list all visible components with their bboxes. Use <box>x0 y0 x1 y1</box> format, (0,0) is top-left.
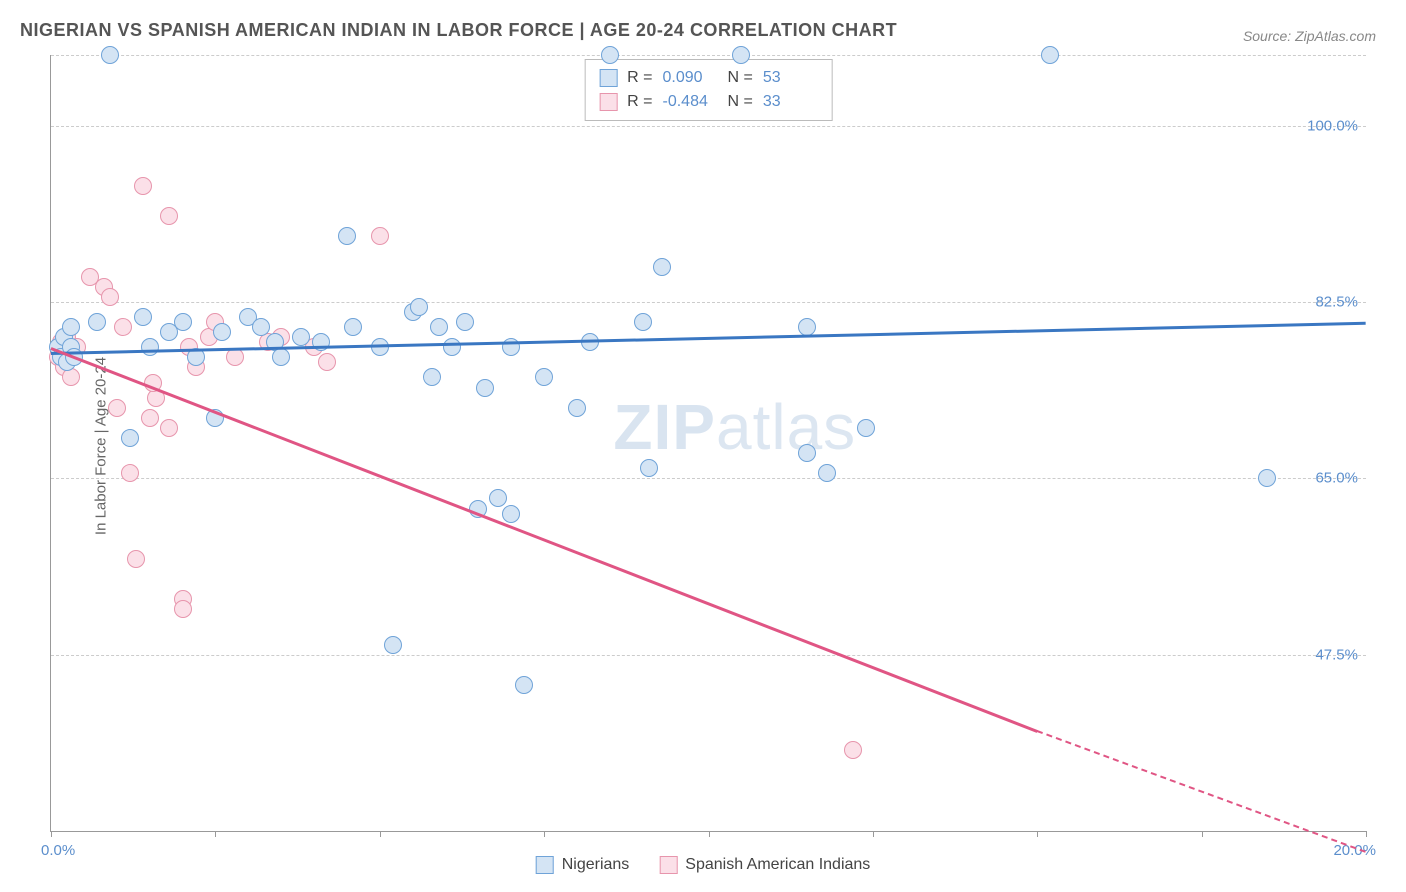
y-tick-label: 100.0% <box>1307 117 1358 134</box>
scatter-point-spanish <box>134 177 152 195</box>
scatter-point-nigerians <box>384 636 402 654</box>
x-tick <box>1366 831 1367 837</box>
scatter-point-nigerians <box>489 489 507 507</box>
scatter-point-spanish <box>114 318 132 336</box>
scatter-point-spanish <box>121 464 139 482</box>
scatter-point-nigerians <box>134 308 152 326</box>
chart-plot-area: ZIPatlas R = 0.090 N = 53 R = -0.484 N =… <box>50 55 1366 832</box>
y-tick-label: 65.0% <box>1315 470 1358 487</box>
y-tick-label: 47.5% <box>1315 646 1358 663</box>
legend-swatch-spanish <box>659 856 677 874</box>
scatter-point-nigerians <box>101 46 119 64</box>
n-value-spanish: 33 <box>763 90 818 114</box>
scatter-point-nigerians <box>141 338 159 356</box>
n-value-nigerians: 53 <box>763 66 818 90</box>
scatter-point-nigerians <box>476 379 494 397</box>
gridline <box>51 655 1366 656</box>
scatter-point-nigerians <box>640 459 658 477</box>
scatter-point-spanish <box>174 600 192 618</box>
scatter-point-nigerians <box>515 676 533 694</box>
scatter-point-nigerians <box>410 298 428 316</box>
source-attribution: Source: ZipAtlas.com <box>1243 28 1376 44</box>
bottom-legend: Nigerians Spanish American Indians <box>536 856 871 874</box>
watermark-thin: atlas <box>716 391 856 463</box>
x-tick <box>709 831 710 837</box>
watermark-bold: ZIP <box>613 391 716 463</box>
x-tick <box>380 831 381 837</box>
n-label: N = <box>728 66 753 90</box>
r-label: R = <box>627 90 652 114</box>
scatter-point-spanish <box>141 409 159 427</box>
scatter-point-spanish <box>108 399 126 417</box>
x-min-label: 0.0% <box>41 842 75 859</box>
scatter-point-nigerians <box>423 368 441 386</box>
scatter-point-nigerians <box>653 258 671 276</box>
r-label: R = <box>627 66 652 90</box>
x-max-label: 20.0% <box>1333 842 1376 859</box>
scatter-point-spanish <box>160 419 178 437</box>
x-tick <box>51 831 52 837</box>
stats-row-spanish: R = -0.484 N = 33 <box>599 90 818 114</box>
gridline <box>51 302 1366 303</box>
scatter-point-nigerians <box>798 318 816 336</box>
legend-swatch-nigerians <box>536 856 554 874</box>
x-tick <box>1202 831 1203 837</box>
scatter-point-spanish <box>101 288 119 306</box>
trend-line <box>50 347 1037 733</box>
scatter-point-spanish <box>844 741 862 759</box>
x-tick <box>544 831 545 837</box>
scatter-point-nigerians <box>798 444 816 462</box>
scatter-point-spanish <box>62 368 80 386</box>
legend-label-spanish: Spanish American Indians <box>685 856 870 874</box>
scatter-point-spanish <box>127 550 145 568</box>
swatch-nigerians <box>599 69 617 87</box>
scatter-point-nigerians <box>568 399 586 417</box>
stats-row-nigerians: R = 0.090 N = 53 <box>599 66 818 90</box>
scatter-point-nigerians <box>502 505 520 523</box>
scatter-point-nigerians <box>732 46 750 64</box>
swatch-spanish <box>599 93 617 111</box>
watermark: ZIPatlas <box>613 390 856 464</box>
scatter-point-nigerians <box>62 318 80 336</box>
x-tick <box>215 831 216 837</box>
scatter-point-nigerians <box>213 323 231 341</box>
scatter-point-nigerians <box>1041 46 1059 64</box>
scatter-point-nigerians <box>857 419 875 437</box>
scatter-point-nigerians <box>430 318 448 336</box>
legend-label-nigerians: Nigerians <box>562 856 630 874</box>
scatter-point-nigerians <box>601 46 619 64</box>
scatter-point-nigerians <box>344 318 362 336</box>
scatter-point-nigerians <box>818 464 836 482</box>
scatter-point-nigerians <box>1258 469 1276 487</box>
scatter-point-nigerians <box>634 313 652 331</box>
gridline <box>51 126 1366 127</box>
legend-item-spanish: Spanish American Indians <box>659 856 870 874</box>
scatter-point-nigerians <box>456 313 474 331</box>
scatter-point-spanish <box>371 227 389 245</box>
gridline <box>51 478 1366 479</box>
gridline <box>51 55 1366 56</box>
n-label: N = <box>728 90 753 114</box>
correlation-stats-box: R = 0.090 N = 53 R = -0.484 N = 33 <box>584 59 833 121</box>
r-value-nigerians: 0.090 <box>663 66 718 90</box>
scatter-point-spanish <box>160 207 178 225</box>
scatter-point-nigerians <box>338 227 356 245</box>
legend-item-nigerians: Nigerians <box>536 856 630 874</box>
scatter-point-nigerians <box>535 368 553 386</box>
scatter-point-nigerians <box>252 318 270 336</box>
scatter-point-nigerians <box>88 313 106 331</box>
chart-title: NIGERIAN VS SPANISH AMERICAN INDIAN IN L… <box>20 20 897 41</box>
x-tick <box>873 831 874 837</box>
scatter-point-nigerians <box>443 338 461 356</box>
scatter-point-spanish <box>226 348 244 366</box>
trend-line <box>51 322 1366 355</box>
y-tick-label: 82.5% <box>1315 293 1358 310</box>
r-value-spanish: -0.484 <box>663 90 718 114</box>
scatter-point-spanish <box>318 353 336 371</box>
x-tick <box>1037 831 1038 837</box>
scatter-point-nigerians <box>174 313 192 331</box>
scatter-point-nigerians <box>272 348 290 366</box>
scatter-point-nigerians <box>121 429 139 447</box>
scatter-point-nigerians <box>292 328 310 346</box>
